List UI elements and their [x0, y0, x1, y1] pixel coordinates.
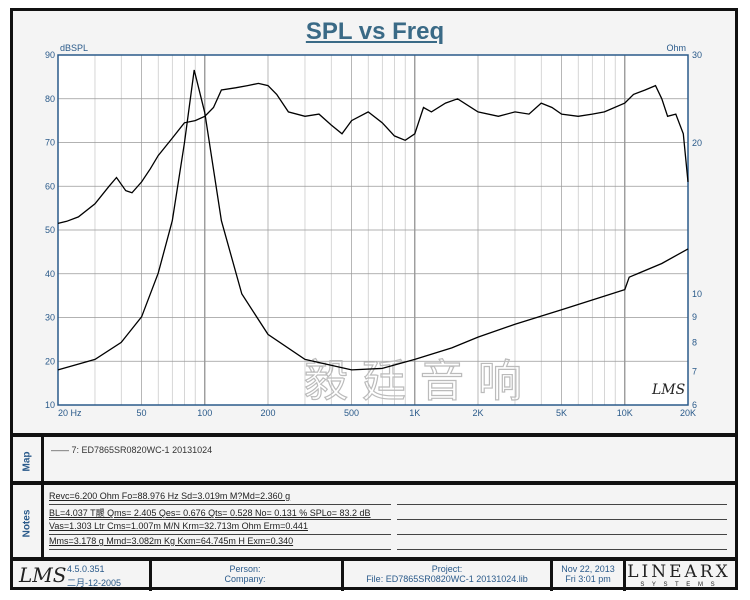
note-line: BL=4.037 T鬷 Qms= 2.405 Qes= 0.676 Qts= 0… — [49, 506, 391, 520]
version: 4.5.0.351 — [67, 564, 105, 574]
y2-tick-label: 10 — [692, 289, 702, 299]
y2-tick-label: 6 — [692, 400, 697, 410]
x-tick-label: 10K — [617, 408, 633, 418]
series-impedance — [57, 69, 689, 371]
note-line: Revc=6.200 Ohm Fo=88.976 Hz Sd=3.019m M?… — [49, 491, 391, 505]
project: Project: — [431, 564, 463, 574]
x-tick-label: 100 — [197, 408, 212, 418]
y-tick-label: 40 — [45, 269, 55, 279]
notes-section: Notes Revc=6.200 Ohm Fo=88.976 Hz Sd=3.0… — [13, 481, 735, 561]
y-tick-label: 10 — [45, 400, 55, 410]
file-name: File: ED7865SR0820WC-1 20131024.lib — [366, 574, 528, 584]
notes-label: Notes — [21, 509, 33, 537]
date: Nov 22, 2013 — [561, 564, 615, 574]
x-tick-label: 500 — [344, 408, 359, 418]
y-tick-label: 90 — [45, 50, 55, 60]
series-spl — [57, 82, 689, 225]
y2-tick-label: 20 — [692, 138, 702, 148]
y-tick-label: 70 — [45, 138, 55, 148]
note-line: Vas=1.303 Ltr Cms=1.007m M/N Krm=32.713m… — [49, 521, 391, 535]
linearx-logo: LINEARX — [627, 562, 731, 582]
y2-tick-label: 30 — [692, 50, 702, 60]
time: Fri 3:01 pm — [565, 574, 611, 584]
y2-tick-label: 9 — [692, 312, 697, 322]
lms-logo: LMS — [19, 563, 67, 587]
y-tick-label: 20 — [45, 356, 55, 366]
x-tick-label: 20K — [680, 408, 696, 418]
y2-tick-label: 7 — [692, 366, 697, 376]
y-axis-label: dBSPL — [60, 43, 88, 53]
y-tick-label: 50 — [45, 225, 55, 235]
x-tick-label: 200 — [260, 408, 275, 418]
y-tick-label: 30 — [45, 313, 55, 323]
note-line: Mms=3.178 g Mmd=3.082m Kg Kxm=64.745m H … — [49, 536, 391, 550]
y-tick-label: 60 — [45, 181, 55, 191]
x-tick-label: 1K — [409, 408, 420, 418]
spl-chart: 10 20 30 40 50 60 70 80 90 6 7 8 9 10 20 30 20 Hz 50 100 20… — [45, 43, 702, 418]
footer: LMS 4.5.0.351 二月-12-2005 Person: Company… — [13, 557, 735, 591]
x-tick-label: 50 — [137, 408, 147, 418]
company: Company: — [224, 574, 266, 584]
y2-tick-label: 8 — [692, 337, 697, 347]
x-tick-label: 2K — [472, 408, 483, 418]
y-tick-label: 80 — [45, 94, 55, 104]
map-label: Map — [21, 451, 33, 471]
legend-entry: —— 7: ED7865SR0820WC-1 20131024 — [51, 445, 213, 455]
watermark: 毅廷音响 — [304, 356, 536, 407]
chart-title: SPL vs Freq — [305, 18, 445, 45]
y2-axis-label: Ohm — [666, 43, 686, 53]
map-section: Map —— 7: ED7865SR0820WC-1 20131024 — [13, 433, 735, 485]
plot-border — [57, 54, 689, 406]
linearx-sub: S Y S T E M S — [640, 582, 718, 588]
lms-chart-logo: LMS — [651, 382, 685, 398]
build-date: 二月-12-2005 — [67, 578, 122, 588]
x-tick-label: 5K — [556, 408, 567, 418]
person: Person: — [229, 564, 261, 574]
x-tick-label: 20 Hz — [58, 408, 82, 418]
